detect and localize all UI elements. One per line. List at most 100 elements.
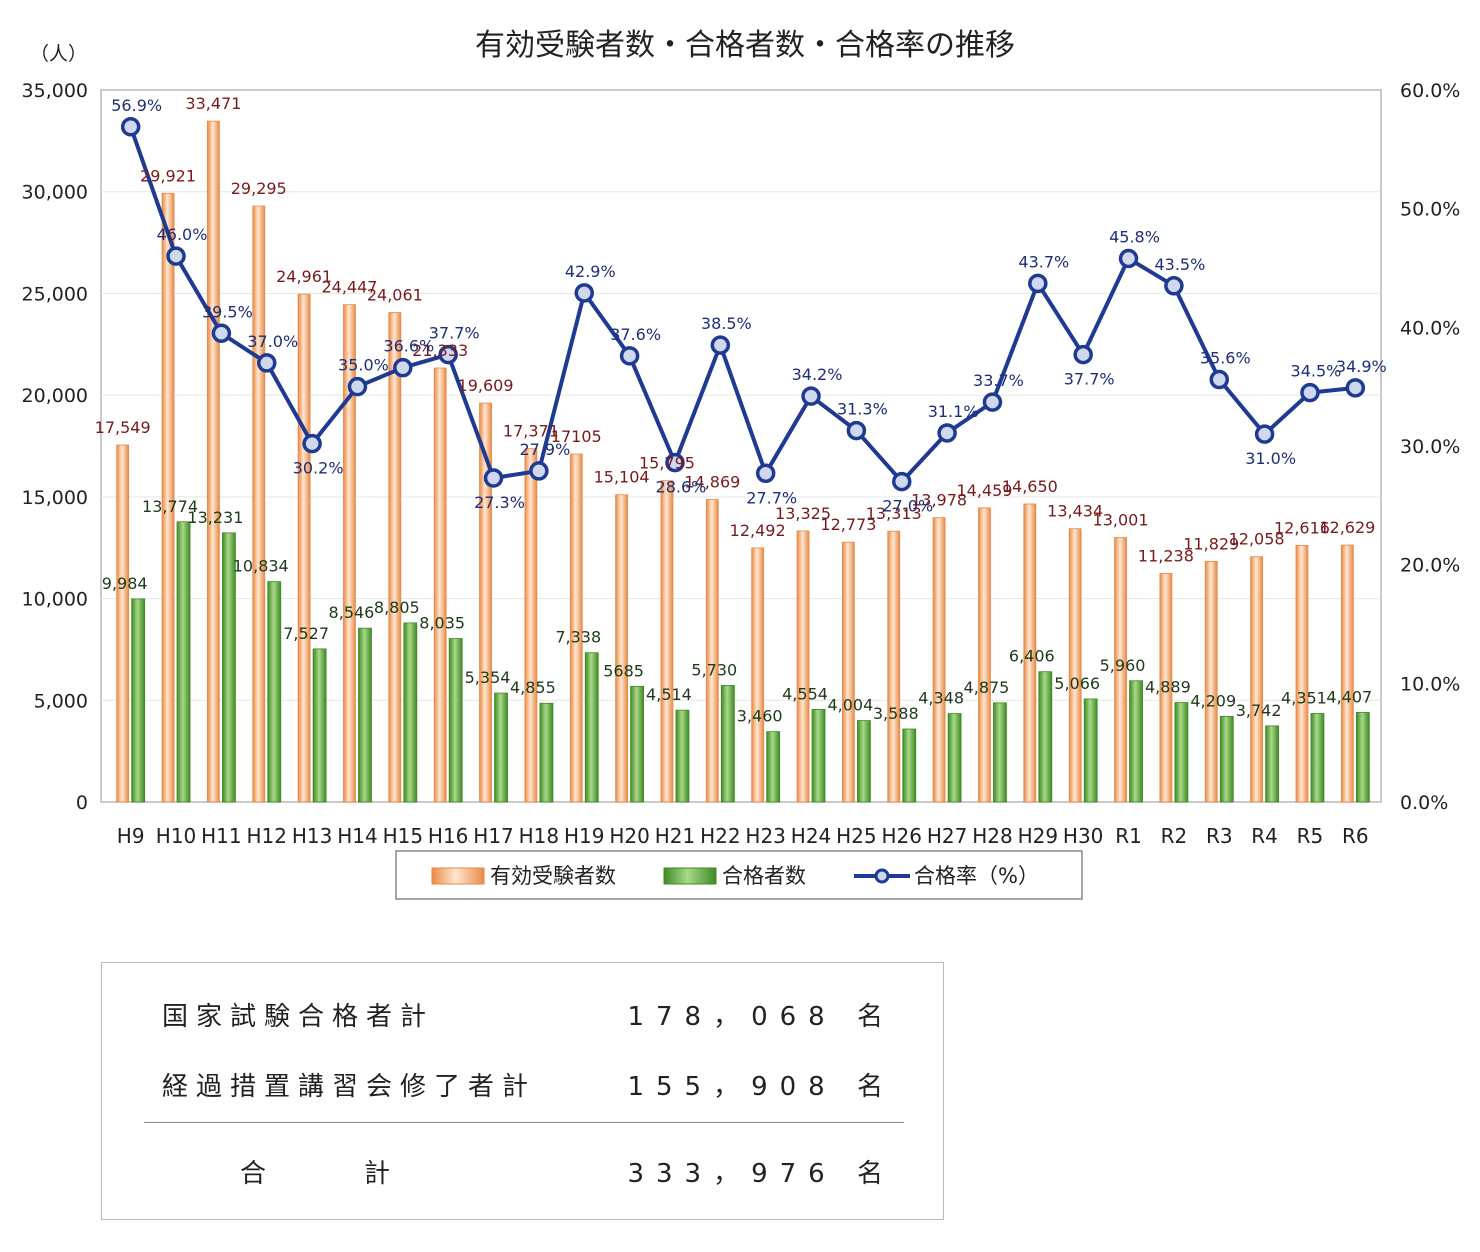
y-right-tick-label: 0.0% (1400, 792, 1448, 814)
data-label-pass-rate: 39.5% (202, 302, 253, 321)
x-tick-label: H17 (473, 824, 514, 848)
bar-passers (1219, 715, 1234, 803)
bar-passers (1310, 713, 1325, 803)
data-label-pass-rate: 45.8% (1109, 228, 1160, 247)
y-left-axis: 0 5,000 10,000 15,000 20,000 25,000 30,000 35,0… (22, 80, 88, 814)
legend-marker-rate (874, 868, 890, 884)
bar-applicants (978, 507, 991, 803)
data-label-applicants: 12,058 (1229, 530, 1285, 549)
line-series (120, 117, 1366, 492)
summary-total-label-2: 計 (364, 1159, 391, 1189)
legend-swatch-passers (663, 867, 717, 885)
data-label-applicants: 12,492 (730, 521, 786, 540)
line-pass-rate (128, 126, 1356, 484)
point-pass-rate (1254, 424, 1275, 444)
summary-unit: 名 (856, 1159, 895, 1189)
bar-passers (221, 532, 236, 803)
data-label-applicants: 12,773 (820, 515, 876, 534)
data-label-applicants: 24,961 (276, 267, 332, 286)
x-tick-label: H12 (247, 824, 288, 848)
data-label-passers: 5,354 (465, 668, 511, 687)
data-label-passers: 8,546 (329, 603, 375, 622)
data-label-passers: 10,834 (233, 557, 289, 576)
summary-total-value: 333，976 名 (627, 1153, 895, 1190)
point-pass-rate (1300, 382, 1320, 403)
legend-box (395, 850, 1083, 900)
data-label-applicants: 14,869 (684, 473, 740, 492)
x-tick-label: H18 (519, 824, 560, 848)
data-label-passers: 5685 (603, 661, 644, 680)
bar-applicants (569, 453, 583, 803)
bar-applicants (887, 530, 901, 803)
bar-passers (539, 702, 554, 803)
x-tick-label: H23 (745, 824, 786, 848)
data-label-applicants: 14,650 (1002, 477, 1058, 496)
x-tick-label: H26 (882, 824, 923, 848)
summary-label: 国家試験合格者計 (162, 1002, 435, 1032)
data-label-pass-rate: 37.0% (247, 332, 298, 351)
data-label-pass-rate: 42.9% (565, 262, 616, 281)
data-label-passers: 7,527 (283, 624, 329, 643)
chart-title: 有効受験者数・合格者数・合格率の推移 (475, 28, 1015, 63)
point-pass-rate (937, 423, 957, 443)
x-tick-label: H15 (383, 824, 424, 848)
bar-applicants (1023, 503, 1037, 803)
data-label-pass-rate: 28.6% (656, 478, 707, 497)
point-pass-rate (257, 353, 277, 373)
x-tick-label: R3 (1206, 824, 1233, 848)
data-label-pass-rate: 30.2% (293, 459, 344, 478)
bar-passers (1355, 711, 1370, 803)
data-label-passers: 13,231 (187, 508, 243, 527)
x-tick-label: H20 (609, 824, 650, 848)
data-label-pass-rate: 56.9% (111, 96, 162, 115)
x-tick-label: H19 (564, 824, 605, 848)
bar-passers (675, 709, 690, 803)
x-axis-categories: H9 H10 H11 H12 H13 H14 H15 H16 H17 H18 H19 H20 H21 H2… (117, 824, 1369, 848)
data-label-passers: 13,774 (142, 497, 198, 516)
data-label-pass-rate: 31.1% (928, 402, 979, 421)
x-tick-label: H24 (791, 824, 832, 848)
data-label-applicants: 15,104 (594, 468, 650, 487)
x-tick-label: R1 (1115, 824, 1142, 848)
bar-passers (1174, 702, 1189, 803)
x-tick-label: R6 (1342, 824, 1369, 848)
x-tick-label: H25 (836, 824, 877, 848)
summary-number: 155，908 (627, 1072, 837, 1102)
y-right-tick-label: 10.0% (1400, 673, 1460, 695)
point-pass-rate (1164, 276, 1184, 296)
bar-passers (358, 627, 372, 803)
data-label-pass-rate: 38.5% (701, 314, 752, 333)
bar-applicants (1068, 528, 1082, 803)
summary-number: 178，068 (627, 1002, 837, 1032)
data-label-applicants: 17105 (551, 427, 602, 446)
data-label-applicants: 29,921 (140, 166, 196, 185)
bar-applicants (206, 120, 220, 803)
summary-table: 国家試験合格者計 178，068 名 経過措置講習会修了者計 155，908 名… (101, 962, 944, 1220)
bar-passers (947, 713, 962, 803)
y-right-axis: 0.0% 10.0% 20.0% 30.0% 40.0% 50.0% 60.0% (1400, 80, 1460, 814)
bar-passers (312, 648, 327, 803)
bar-passers (1129, 680, 1143, 803)
data-label-passers: 3,588 (873, 704, 919, 723)
data-label-pass-rate: 37.7% (429, 324, 480, 343)
data-label-passers: 4,889 (1145, 678, 1191, 697)
bar-passers (630, 685, 645, 803)
bar-applicants (705, 499, 719, 803)
data-label-passers: 4,875 (964, 678, 1010, 697)
point-pass-rate (801, 386, 821, 406)
data-label-passers: 8,805 (374, 598, 420, 617)
y-right-tick-label: 30.0% (1400, 436, 1460, 458)
bar-applicants (751, 547, 765, 803)
point-pass-rate (574, 283, 594, 303)
data-label-applicants: 24,447 (321, 278, 377, 297)
data-label-applicants: 13,001 (1093, 511, 1149, 530)
bar-passers (856, 720, 871, 803)
summary-value: 178，068 名 (627, 996, 895, 1033)
point-pass-rate (1118, 248, 1139, 269)
x-tick-label: H28 (972, 824, 1013, 848)
point-pass-rate (1028, 273, 1048, 294)
bar-applicants (1159, 572, 1173, 803)
bar-passers (1265, 725, 1280, 803)
data-label-applicants: 17,549 (95, 418, 151, 437)
data-label-pass-rate: 37.7% (1064, 370, 1115, 389)
